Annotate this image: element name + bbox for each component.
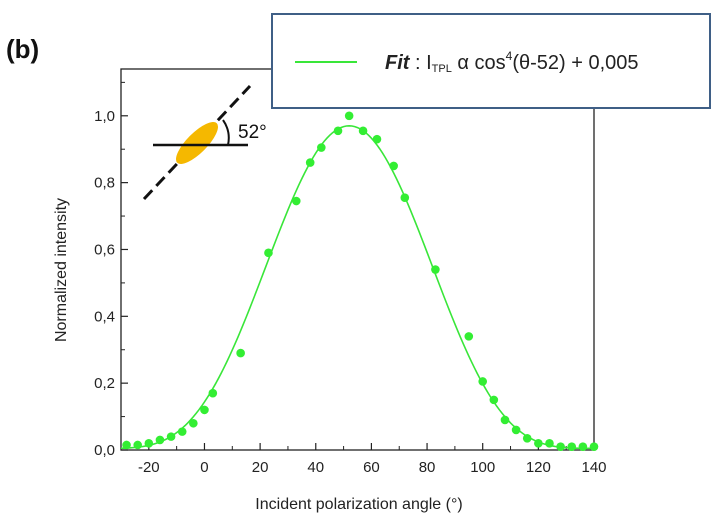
data-point <box>166 432 176 441</box>
y-axis-ticks: 0,0 0,2 0,4 0,6 0,8 1,0 <box>94 81 128 459</box>
data-point <box>567 442 577 451</box>
data-point <box>372 134 382 144</box>
y-tick-label: 0,8 <box>94 175 115 192</box>
legend-fit-name: Fit <box>385 52 410 74</box>
data-point <box>317 143 326 152</box>
x-tick-label: 140 <box>581 459 606 476</box>
data-point <box>144 439 154 448</box>
data-point <box>344 111 354 121</box>
data-point <box>389 161 398 171</box>
x-tick-label: 120 <box>526 459 551 476</box>
data-point <box>556 442 565 451</box>
y-tick-label: 0,4 <box>94 308 115 325</box>
data-point <box>133 440 142 450</box>
legend-intensity: I <box>426 52 432 74</box>
x-axis-ticks: -20 0 20 40 60 80 100 120 140 <box>120 443 607 476</box>
legend-fit-label: Fit : ITPL α cos4(θ-52) + 0,005 <box>385 49 639 75</box>
data-point <box>236 348 245 358</box>
data-point <box>305 158 315 167</box>
x-tick-label: 60 <box>363 459 380 476</box>
data-point <box>464 332 474 341</box>
plot-frame <box>120 68 595 451</box>
data-point <box>264 248 273 258</box>
data-point <box>400 193 410 202</box>
data-point <box>291 196 301 206</box>
data-point <box>431 265 440 274</box>
x-axis-label: Incident polarization angle (°) <box>255 496 462 513</box>
data-point <box>534 439 543 448</box>
data-point <box>511 425 521 435</box>
inset-angle-label: 52° <box>238 122 267 143</box>
data-point <box>500 415 510 425</box>
legend-separator: : <box>409 52 427 74</box>
y-tick-label: 0,0 <box>94 442 115 459</box>
fit-curve <box>120 125 594 450</box>
data-point <box>208 388 218 398</box>
inset-angle-arc <box>222 119 230 146</box>
data-point <box>589 442 599 451</box>
panel-label: (b) <box>6 34 39 64</box>
legend: Fit : ITPL α cos4(θ-52) + 0,005 <box>271 13 711 109</box>
legend-power: 4 <box>505 49 513 63</box>
y-tick-label: 1,0 <box>94 108 115 125</box>
x-tick-label: 0 <box>200 459 208 476</box>
x-tick-label: 40 <box>307 459 324 476</box>
orientation-inset: 52° <box>142 84 267 201</box>
data-point <box>200 405 209 415</box>
data-point <box>177 427 187 436</box>
data-point <box>155 435 165 445</box>
data-points <box>122 111 599 451</box>
x-tick-label: 100 <box>470 459 495 476</box>
legend-argument: (θ-52) + 0,005 <box>512 52 639 74</box>
x-tick-label: 20 <box>252 459 269 476</box>
y-tick-label: 0,2 <box>94 375 115 392</box>
inset-ellipse <box>175 121 219 165</box>
data-point <box>122 440 131 450</box>
data-point <box>545 439 554 448</box>
legend-intensity-subscript: TPL <box>431 63 452 75</box>
y-tick-label: 0,6 <box>94 241 115 258</box>
x-tick-label: 80 <box>419 459 436 476</box>
data-point <box>333 126 343 136</box>
legend-fit-line <box>295 61 357 63</box>
plot-area: 0,0 0,2 0,4 0,6 0,8 1,0 -20 0 20 40 60 80 100 120 140 <box>94 68 607 476</box>
data-point <box>578 442 588 451</box>
data-point <box>522 434 532 443</box>
data-point <box>489 395 499 405</box>
legend-relation: α cos <box>451 52 506 74</box>
data-point <box>478 377 488 386</box>
y-axis-label: Normalized intensity <box>53 198 70 342</box>
x-tick-label: -20 <box>138 459 160 476</box>
data-point <box>189 418 198 428</box>
data-point <box>358 126 368 136</box>
